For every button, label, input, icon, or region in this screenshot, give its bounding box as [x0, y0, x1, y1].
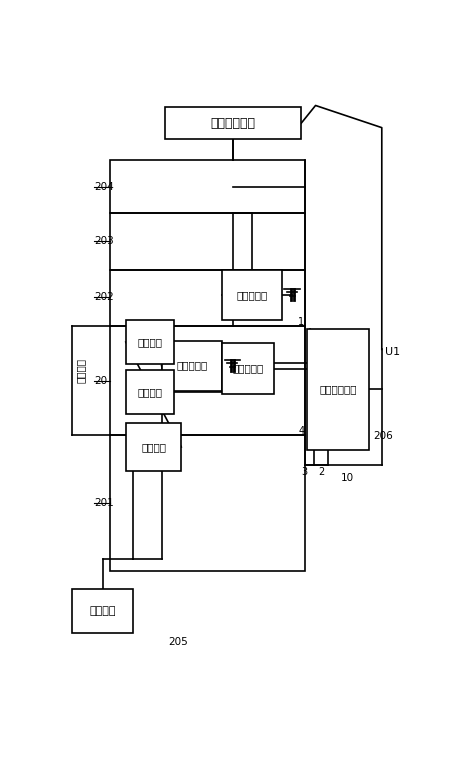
Text: 稳压单元: 稳压单元: [138, 387, 163, 397]
Text: 206: 206: [374, 432, 393, 442]
Bar: [223, 343, 274, 394]
Text: 充电接口: 充电接口: [89, 606, 116, 616]
Text: 204: 204: [95, 182, 115, 192]
Bar: [72, 589, 133, 634]
Text: 205: 205: [169, 637, 188, 647]
Text: 3: 3: [302, 467, 308, 477]
Text: 电压比较模块: 电压比较模块: [319, 384, 357, 394]
Bar: [165, 107, 301, 140]
Text: 第一滤波器: 第一滤波器: [176, 361, 207, 371]
Bar: [109, 214, 305, 270]
Text: 201: 201: [95, 498, 115, 508]
Text: 203: 203: [95, 237, 115, 247]
Text: 10: 10: [340, 473, 354, 483]
Bar: [162, 340, 222, 391]
Bar: [109, 435, 305, 571]
Bar: [109, 161, 305, 214]
Text: 20: 20: [95, 376, 108, 386]
Text: 防反单元: 防反单元: [138, 337, 163, 347]
Text: 第二滤波元: 第二滤波元: [237, 290, 267, 300]
Text: U1: U1: [385, 347, 401, 357]
Text: 储能单元: 储能单元: [141, 442, 166, 452]
Bar: [126, 319, 174, 364]
Bar: [109, 326, 305, 435]
Bar: [126, 423, 181, 471]
Text: 充电控制模块: 充电控制模块: [211, 117, 255, 130]
Text: 4: 4: [298, 426, 304, 436]
Text: 2: 2: [318, 467, 324, 477]
Bar: [223, 270, 281, 319]
Bar: [126, 370, 174, 415]
Text: 稳压模块: 稳压模块: [76, 358, 86, 382]
Text: 1: 1: [298, 316, 304, 326]
Text: 充放电单元: 充放电单元: [233, 363, 264, 373]
Text: 202: 202: [95, 293, 115, 303]
Bar: [109, 270, 305, 326]
Bar: [307, 329, 369, 450]
